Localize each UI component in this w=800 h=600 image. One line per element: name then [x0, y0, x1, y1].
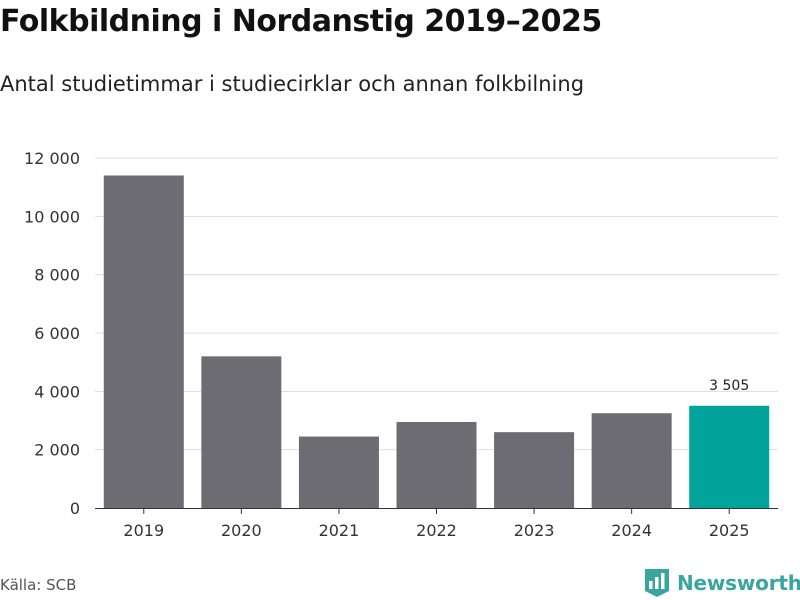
data-labels: 3 505	[709, 378, 749, 394]
x-tick-label: 2021	[319, 521, 360, 540]
x-tick-label: 2019	[123, 521, 164, 540]
y-tick-label: 0	[70, 499, 80, 518]
source-note: Källa: SCB	[0, 576, 77, 594]
x-tick-label: 2020	[221, 521, 262, 540]
x-tick-label: 2023	[514, 521, 555, 540]
y-tick-label: 6 000	[34, 324, 80, 343]
bar-chart-flag-icon	[645, 569, 669, 597]
y-tick-label: 10 000	[24, 207, 80, 226]
y-axis-labels: 0 2 000 4 000 6 000 8 000 10 000 12 000	[24, 149, 80, 518]
chart-title: Folkbildning i Nordanstig 2019–2025	[0, 4, 602, 39]
y-tick-label: 8 000	[34, 266, 80, 285]
x-axis-labels: 2019 2020 2021 2022 2023 2024 2025	[123, 508, 750, 540]
x-tick-label: 2024	[611, 521, 652, 540]
y-tick-label: 12 000	[24, 149, 80, 168]
bar-2020	[201, 356, 282, 508]
bar-2019	[103, 175, 184, 508]
data-label-2025: 3 505	[709, 378, 749, 394]
x-tick-label: 2025	[709, 521, 750, 540]
y-tick-label: 4 000	[34, 382, 80, 401]
brand-name: Newsworthy	[677, 571, 800, 595]
x-tick-label: 2022	[416, 521, 457, 540]
bar-2024	[591, 413, 672, 508]
bar-2023	[494, 432, 575, 508]
bar-2022	[396, 421, 477, 508]
chart-subtitle: Antal studietimmar i studiecirklar och a…	[0, 72, 585, 96]
bars	[103, 175, 770, 508]
bar-2021	[298, 436, 379, 508]
bar-2025	[689, 405, 770, 508]
brand-logo[interactable]: Newsworthy	[644, 568, 800, 598]
y-tick-label: 2 000	[34, 441, 80, 460]
